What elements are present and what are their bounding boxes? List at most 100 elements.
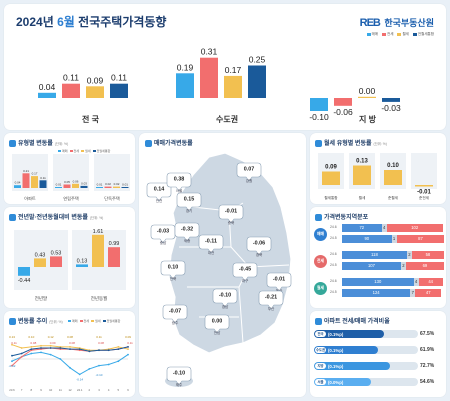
trend-label-trade: -0.02 [9,364,16,368]
top-bar-label-2-1: -0.06 [333,107,353,117]
dist-row-label: 매매 [314,228,327,241]
trend-x-tick: 2 [89,388,91,392]
dist-sub-label: 24.5 [330,263,337,267]
map-value: -0.07 [169,309,181,315]
map-value: -0.21 [265,295,277,301]
trend-point [20,352,23,355]
map-region-경남[interactable]: -0.10 경남 [212,288,238,309]
map-region-제주[interactable]: -0.10 제주 [166,366,192,387]
top-bar-label-0-0: 0.04 [39,82,56,92]
trend-label-wolse: 0.12 [48,335,54,339]
trend-point [98,364,100,367]
trend-label-wolse: 0.11 [96,335,102,339]
map-region-광주[interactable]: -0.07 광주 [162,304,188,325]
top-bar-label-2-0: -0.10 [309,112,329,122]
map-region-울산[interactable]: -0.01 울산 [266,272,292,293]
compare-panel: 전년말·전년동월대비 변동률 (단위: %) -0.44 0.43 0.53 전년말 0.… [4,207,135,308]
dist-seg: 118 [342,251,407,259]
type-bar-1-1 [63,184,71,188]
trend-point [127,346,129,348]
top-bar-0-0 [38,92,56,98]
compare-bar-0-2 [50,256,62,267]
map-region-인천[interactable]: 0.14 인천 [146,182,172,203]
map-pin [176,192,202,212]
top-bar-1-1 [200,57,218,98]
dist-seg: 107 [342,262,401,270]
map-pin [166,172,192,192]
map-pin [236,162,262,182]
map-value: -0.32 [181,227,193,233]
trend-label-jeonse: 0.08 [30,341,36,345]
map-region-충남[interactable]: -0.03 충남 [150,224,176,245]
dist-seg: 87 [396,235,445,243]
legend-swatch-trade [366,32,371,36]
map-region-충북[interactable]: -0.01 충북 [218,204,244,225]
trend-x-tick: 24.1 [77,388,83,392]
compare-bar-1-1 [92,234,104,267]
map-pin [162,304,188,324]
dist-seg: 102 [386,224,443,232]
wolse-cat-label: 준전세 [419,195,429,200]
map-region-강원[interactable]: 0.07 강원 [236,162,262,183]
map-region-서울[interactable]: 0.38 서울 [166,172,192,193]
map-region-대전[interactable]: -0.11 대전 [198,234,224,255]
wolse-bar-label: -0.01 [417,190,431,196]
map-value: -0.06 [253,241,265,247]
top-bar-2-0 [310,98,328,111]
dist-seg: 124 [342,289,411,297]
type-group-label: 단독주택 [104,195,120,202]
type-bar-label: 0.01 [122,183,128,187]
ratio-body: (0.1%p) 전국 67.5% (0.1%p) 수도권 61.9% (0.1%p) 지방 72… [314,330,442,394]
trend-point [11,343,13,346]
trend-point [59,358,62,360]
trend-point [117,360,120,363]
map-region-name: 경남 [222,304,229,309]
trend-x-tick: 5 [118,388,120,392]
type-title: 유형별 변동률 (단위: %) [9,138,68,147]
chart-icon [315,139,322,147]
map-region-부산[interactable]: -0.21 부산 [258,290,284,311]
ratio-value: 72.7% [420,363,435,369]
map-value: -0.10 [173,371,185,377]
map-region-경북[interactable]: -0.06 경북 [246,236,272,257]
dist-seg: 47 [415,289,442,297]
map-region-name: 울산 [276,288,283,293]
map-region-전남[interactable]: 0.00 전남 [204,314,230,335]
map-region-name: 경북 [256,252,263,257]
map-region-name: 전북 [170,276,177,281]
top-bar-label-1-2: 0.17 [225,65,242,75]
compare-bar-label: -0.44 [18,278,31,284]
trend-x-tick: 6 [127,388,129,392]
type-group-label: 아파트 [24,195,36,202]
dist-seg: 130 [342,278,414,286]
trend-label-wolse: 0.09 [125,335,131,339]
top-bar-2-1 [334,98,352,106]
wolse-bar-label: 0.09 [325,165,337,171]
map-value: -0.01 [273,277,285,283]
map-value: -0.03 [157,229,169,235]
top-bar-chart: 0.04 0.11 0.09 0.11 0.19 0.31 0.17 0.25 -0.10 -0.… [38,47,401,122]
map-pin [160,260,186,280]
map-value: 0.00 [212,319,223,325]
ratio-fill: (0.1%p) [314,330,385,338]
map-region-대구[interactable]: -0.45 대구 [232,262,258,283]
ratio-value: 54.6% [420,379,435,385]
compare-bar-1-2 [108,247,120,267]
wolse-cat-label: 월세 [359,195,366,200]
ratio-pill: (0.1%p) 전국 [314,330,418,338]
ratio-panel: 아파트 전세/매매 가격비율 (0.1%p) 전국 67.5% (0.1%p) 수도권 6… [310,311,446,397]
legend-swatch-wolse [397,32,402,36]
wolse-cat-label: 준월세 [388,195,398,200]
legend-trade: 매매 [371,32,379,36]
chart-icon [315,213,322,221]
compare-bar-label: 0.53 [51,250,62,256]
map-region-전북[interactable]: 0.10 전북 [160,260,186,281]
map-pin [204,314,230,334]
type-legend: 매매 전세 월세 전월세통합 [56,149,110,153]
map-region-경기[interactable]: 0.15 경기 [176,192,202,213]
trend-x-tick: 3 [98,388,100,392]
wolse-bar-3 [415,185,433,187]
legend-wolse: 월세 [402,32,409,36]
map-region-세종[interactable]: -0.32 세종 [174,222,200,243]
